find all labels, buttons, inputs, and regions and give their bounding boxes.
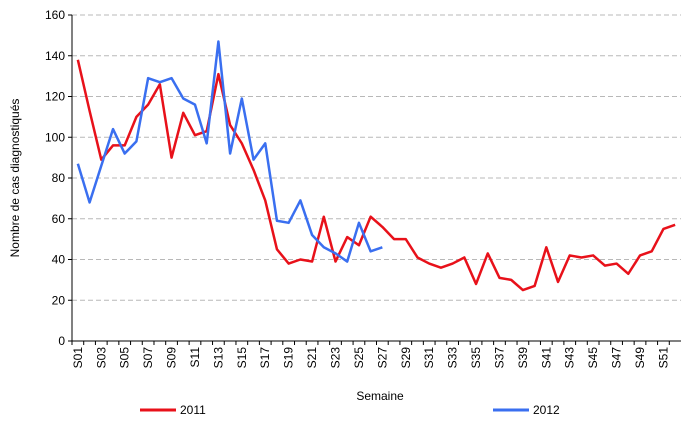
y-tick-label: 0 [58,334,65,348]
x-tick-label: S41 [539,347,553,369]
x-tick-label: S01 [71,347,85,369]
y-tick-label: 100 [45,130,65,144]
series-line [76,59,676,292]
x-tick-label: S27 [375,347,389,369]
x-tick-label: S37 [492,347,506,369]
series-line [76,40,383,263]
x-tick-label: S05 [118,347,132,369]
y-axis-title: Nombre de cas diagnostiqués [8,99,22,258]
x-tick-label: S11 [188,347,202,368]
y-tick-label: 20 [52,293,66,307]
x-tick-label: S45 [586,347,600,369]
x-tick-label: S13 [211,347,225,369]
y-tick-label: 40 [52,253,66,267]
x-tick-label: S21 [305,347,319,369]
x-tick-label: S49 [633,347,647,369]
x-tick-label: S51 [656,347,670,369]
x-tick-label: S19 [282,347,296,369]
x-tick-label: S07 [141,347,155,369]
x-tick-label: S39 [516,347,530,369]
x-tick-label: S35 [469,347,483,369]
x-axis-title: Semaine [356,389,404,403]
legend-label: 2012 [533,403,560,417]
y-tick-label: 160 [45,8,65,22]
legend-label: 2011 [180,403,206,417]
x-tick-label: S23 [329,347,343,369]
x-tick-label: S29 [399,347,413,369]
x-tick-label: S25 [352,347,366,369]
x-tick-label: S33 [446,347,460,369]
x-tick-label: S43 [563,347,577,369]
x-tick-label: S09 [165,347,179,369]
y-tick-label: 80 [52,171,66,185]
y-tick-label: 120 [45,90,65,104]
y-tick-label: 60 [52,212,66,226]
y-tick-label: 140 [45,49,65,63]
x-tick-label: S31 [422,347,436,369]
x-tick-label: S17 [258,347,272,369]
x-tick-label: S03 [94,347,108,369]
x-tick-label: S47 [610,347,624,369]
x-tick-label: S15 [235,347,249,369]
